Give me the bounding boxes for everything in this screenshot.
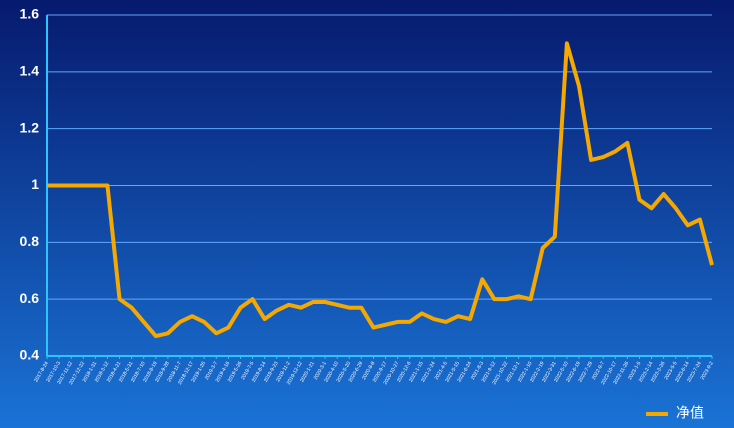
legend-label: 净值: [676, 405, 704, 421]
y-tick-label: 1: [31, 176, 39, 192]
y-tick-label: 0.4: [20, 347, 40, 363]
y-tick-label: 0.8: [20, 233, 40, 249]
y-tick-label: 1.2: [20, 119, 40, 135]
y-tick-label: 0.6: [20, 290, 40, 306]
y-tick-label: 1.6: [20, 6, 40, 22]
line: [47, 41, 714, 339]
y-tick-label: 1.4: [20, 63, 40, 79]
